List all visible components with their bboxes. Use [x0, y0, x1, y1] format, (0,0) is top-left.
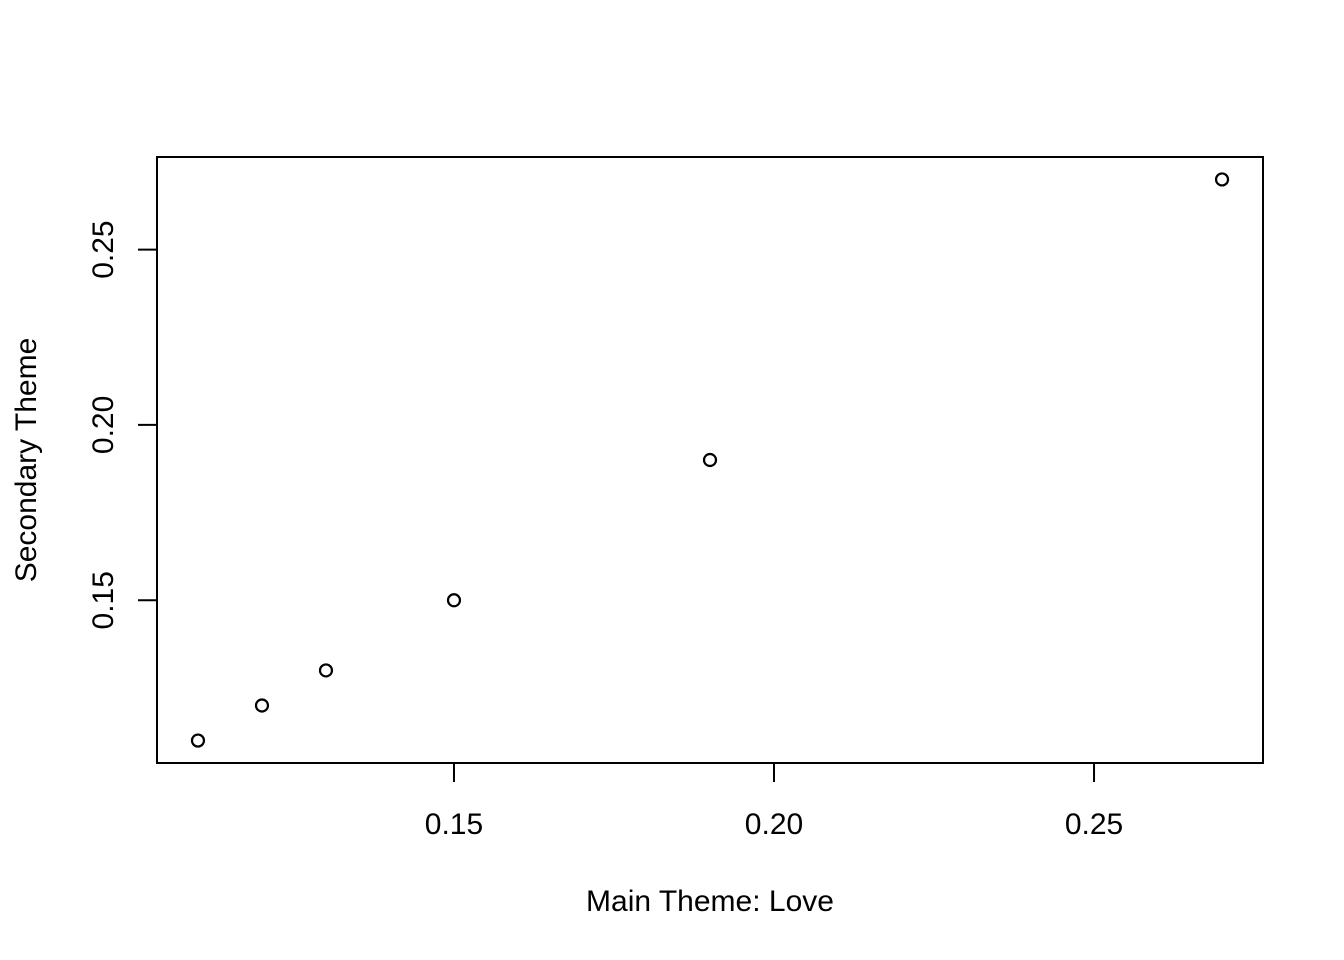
data-point [254, 698, 270, 713]
data-points [190, 172, 1230, 748]
data-point [702, 452, 718, 468]
x-axis: 0.15 0.20 0.25 [425, 762, 1123, 841]
y-tick-label: 0.25 [87, 220, 120, 278]
y-axis-label: Secondary Theme [10, 338, 43, 583]
y-tick-label: 0.20 [87, 396, 120, 454]
data-point [1214, 172, 1230, 187]
y-tick-label: 0.15 [87, 571, 120, 629]
data-point [318, 663, 334, 678]
plot-frame [156, 156, 1264, 764]
data-point [446, 593, 462, 608]
x-tick-label: 0.25 [1065, 808, 1123, 841]
x-tick-label: 0.20 [745, 808, 803, 841]
data-point [190, 733, 206, 748]
x-axis-label: Main Theme: Love [586, 885, 834, 918]
x-tick-label: 0.15 [425, 808, 483, 841]
y-axis: 0.15 0.20 0.25 [87, 220, 158, 629]
